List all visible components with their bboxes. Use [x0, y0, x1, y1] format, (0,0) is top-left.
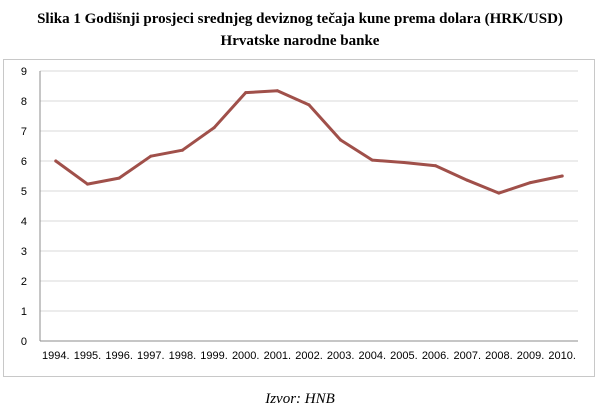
data-point	[370, 158, 374, 162]
x-tick-label: 2001.	[264, 350, 292, 362]
data-point	[275, 89, 279, 93]
x-tick-label: 2007.	[453, 350, 481, 362]
y-tick-label: 6	[21, 156, 27, 168]
x-tick-label: 2005.	[390, 350, 418, 362]
x-tick-label: 1994.	[42, 350, 70, 362]
y-tick-label: 8	[21, 96, 27, 108]
data-point	[465, 178, 469, 182]
x-tick-label: 1995.	[74, 350, 102, 362]
data-point	[560, 174, 564, 178]
y-tick-label: 7	[21, 126, 27, 138]
chart-area	[3, 59, 595, 377]
y-tick-label: 9	[21, 66, 27, 78]
x-tick-label: 2008.	[485, 350, 513, 362]
x-tick-label: 1998.	[169, 350, 197, 362]
x-tick-label: 2009.	[517, 350, 545, 362]
x-tick-label: 2002.	[295, 350, 323, 362]
chart-title-line-2: Hrvatske narodne banke	[220, 33, 380, 49]
data-point	[529, 181, 533, 185]
data-point	[117, 176, 121, 180]
data-point	[54, 159, 58, 163]
y-tick-label: 0	[21, 336, 27, 348]
x-tick-label: 2003.	[327, 350, 355, 362]
data-point	[497, 191, 501, 195]
x-tick-label: 2010.	[548, 350, 576, 362]
data-point	[402, 161, 406, 164]
data-point	[149, 154, 153, 158]
data-point	[244, 91, 248, 95]
y-tick-label: 4	[21, 216, 27, 228]
y-tick-label: 3	[21, 246, 27, 258]
x-tick-label: 2004.	[359, 350, 387, 362]
x-tick-label: 2000.	[232, 350, 260, 362]
data-point	[212, 126, 216, 130]
chart-title-line-1: Slika 1 Godišnji prosjeci srednjeg deviz…	[37, 11, 563, 27]
data-point	[85, 182, 89, 186]
data-point	[339, 138, 343, 142]
x-tick-label: 2006.	[422, 350, 450, 362]
data-point	[434, 164, 438, 168]
y-tick-label: 5	[21, 186, 27, 198]
x-tick-label: 1999.	[200, 350, 228, 362]
y-tick-label: 1	[21, 306, 27, 318]
y-tick-label: 2	[21, 276, 27, 288]
x-tick-label: 1997.	[137, 350, 165, 362]
data-point	[307, 103, 311, 107]
x-tick-label: 1996.	[105, 350, 133, 362]
data-point	[180, 148, 184, 152]
source-note: Izvor: HNB	[265, 391, 335, 407]
